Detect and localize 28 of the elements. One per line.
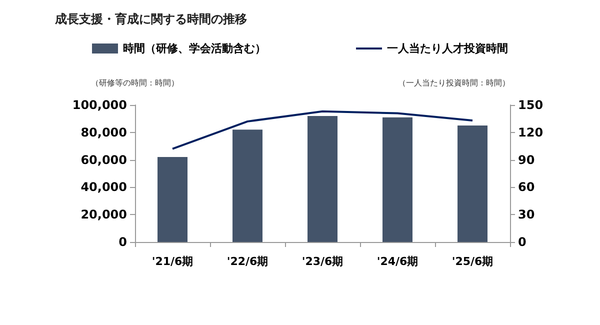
- x-tick-label: '22/6期: [226, 255, 268, 268]
- bar: [158, 157, 188, 242]
- x-tick-label: '24/6期: [376, 255, 418, 268]
- legend-label: 一人当たり人才投資時間: [387, 42, 508, 55]
- chart-title: 成長支援・育成に関する時間の推移: [54, 12, 247, 26]
- y2-tick-label: 120: [518, 125, 544, 140]
- bar: [308, 116, 338, 242]
- y2-tick-label: 30: [518, 208, 535, 222]
- y-tick-label: 80,000: [80, 125, 127, 140]
- bar: [382, 117, 412, 242]
- y-tick-label: 20,000: [80, 208, 127, 222]
- y2-tick-label: 150: [518, 98, 544, 112]
- line-series: [172, 110, 474, 150]
- y2-axis-title: （一人当たり投資時間：時間）: [398, 78, 510, 88]
- y-axis-title: （研修等の時間：時間）: [91, 78, 179, 88]
- y-tick-label: 40,000: [80, 180, 127, 194]
- y2-tick-label: 0: [518, 235, 526, 249]
- y-tick-label: 0: [118, 235, 127, 249]
- y-tick-label: 60,000: [80, 152, 127, 167]
- x-tick-label: '23/6期: [302, 255, 344, 268]
- bar: [458, 126, 488, 242]
- y-tick-label: 100,000: [72, 98, 127, 112]
- x-tick-label: '25/6期: [452, 255, 494, 268]
- x-tick-label: '21/6期: [152, 255, 194, 268]
- y2-tick-label: 90: [518, 152, 535, 167]
- y2-tick-label: 60: [518, 180, 535, 194]
- bar: [232, 130, 262, 242]
- legend-label: 時間（研修、学会活動含む）: [123, 42, 266, 55]
